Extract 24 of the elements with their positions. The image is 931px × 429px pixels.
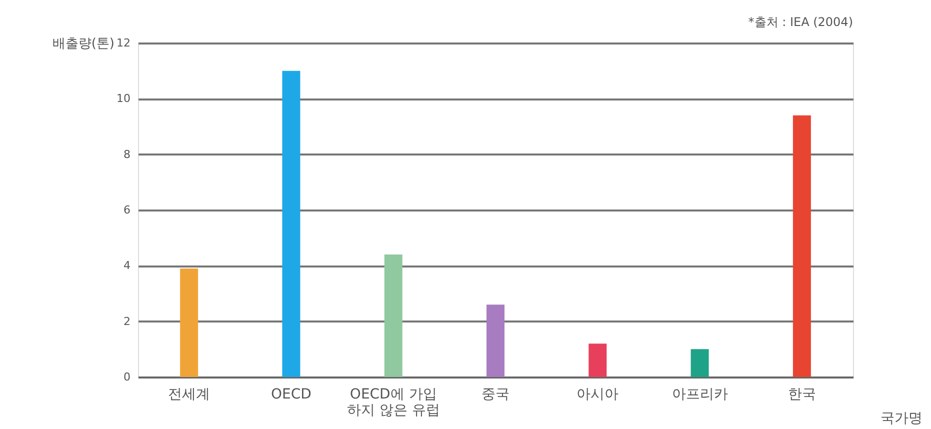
y-tick-label: 4	[124, 259, 130, 272]
bar	[792, 115, 811, 377]
x-tick-label: OECD에 가입 하지 않은 유럽	[346, 386, 440, 418]
x-axis-title: 국가명	[880, 410, 922, 426]
x-tick-label: 중국	[482, 386, 510, 402]
bar	[588, 344, 607, 377]
y-tick-label: 2	[124, 314, 130, 328]
x-tick-label: 아시아	[576, 386, 619, 402]
y-tick-label: 12	[116, 36, 130, 50]
y-tick-label: 0	[124, 370, 130, 384]
y-tick-label: 10	[116, 92, 130, 106]
y-tick-label: 6	[124, 204, 130, 216]
bar	[690, 349, 709, 377]
x-tick-label: 한국	[788, 386, 816, 402]
text: *출처 : IEA (2004)	[748, 15, 853, 29]
y-tick-label: 8	[124, 148, 130, 161]
y-axis-title: 배출량(톤)	[52, 36, 114, 52]
bar	[282, 70, 300, 377]
bar	[486, 304, 504, 377]
x-tick-label: 전세계	[168, 386, 210, 402]
x-tick-label: OECD	[271, 386, 312, 402]
bar	[384, 254, 402, 377]
x-tick-label: 아프리카	[672, 386, 728, 402]
bar	[180, 268, 198, 377]
